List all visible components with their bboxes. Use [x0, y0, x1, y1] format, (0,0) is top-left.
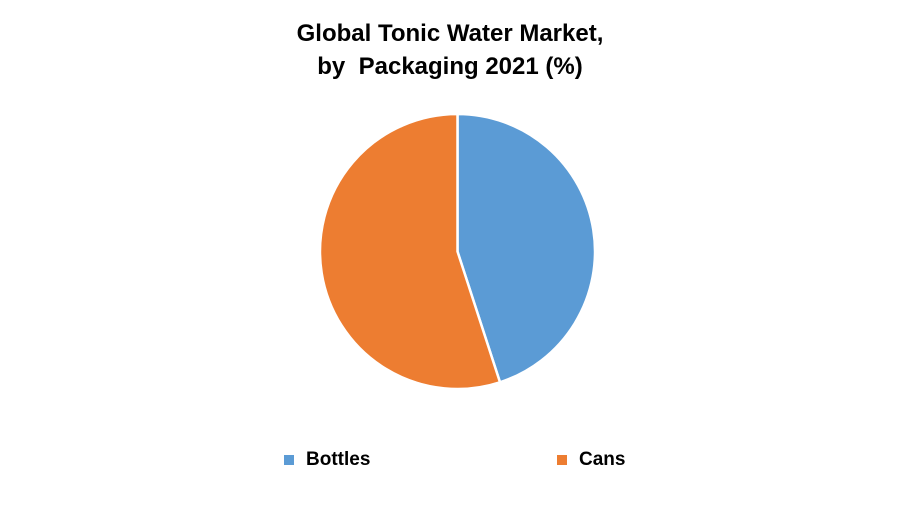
- legend-swatch-cans: [557, 455, 567, 465]
- chart-title: Global Tonic Water Market, by Packaging …: [0, 17, 900, 83]
- legend-swatch-bottles: [284, 455, 294, 465]
- pie-slice-bottles: [456, 112, 597, 384]
- legend-label-bottles: Bottles: [306, 449, 371, 470]
- legend-label-cans: Cans: [579, 449, 626, 470]
- chart-title-line-1: Global Tonic Water Market,: [296, 20, 604, 47]
- chart-title-line-2: by Packaging 2021 (%): [317, 53, 583, 80]
- legend-item-bottles: Bottles: [284, 448, 370, 472]
- legend-item-cans: Cans: [557, 448, 625, 472]
- pie-slice-cans: [318, 112, 502, 391]
